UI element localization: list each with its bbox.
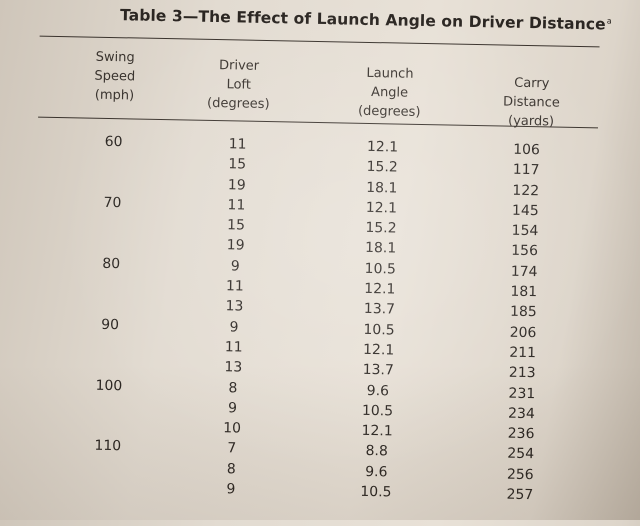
carry-distance-cell: 117 (512, 162, 540, 179)
header-line: Carry (514, 75, 550, 92)
header-line: (degrees) (206, 95, 270, 113)
driver-loft-cell: 8 (228, 379, 238, 397)
carry-distance-cell: 211 (509, 344, 537, 362)
carry-distance-cell: 257 (506, 486, 534, 504)
swing-speed-cell: 90 (101, 316, 120, 333)
driver-loft-cell: 11 (224, 339, 243, 356)
header-line: Distance (502, 94, 561, 111)
carry-distance-cell: 185 (509, 304, 537, 321)
table-body: 60 11 12.1 106 15 15.2 117 19 18.1 122 70 11 12.1 145… (0, 130, 638, 508)
swing-speed-cell: 60 (104, 133, 123, 151)
driver-loft-cell: 15 (228, 156, 247, 173)
launch-angle-cell: 9.6 (366, 382, 390, 399)
driver-loft-cell: 9 (230, 258, 240, 275)
carry-distance-cell: 254 (507, 446, 535, 463)
driver-loft-cell: 19 (226, 237, 245, 255)
launch-angle-cell: 8.8 (365, 443, 389, 460)
driver-loft-cell: 15 (226, 217, 246, 234)
driver-loft-cell: 10 (223, 420, 242, 437)
header-line: Angle (370, 84, 409, 101)
launch-angle-cell: 10.5 (363, 321, 395, 339)
carry-distance-cell: 206 (509, 324, 537, 341)
header-line: Driver (218, 58, 260, 74)
launch-angle-cell: 12.1 (361, 423, 393, 440)
carry-distance-cell: 181 (510, 283, 538, 301)
launch-angle-cell: 12.1 (366, 138, 399, 156)
carry-distance-cell: 256 (506, 466, 534, 483)
table-title-text: Table 3—The Effect of Launch Angle on Dr… (119, 6, 606, 34)
launch-angle-cell: 10.5 (361, 402, 394, 420)
launch-angle-cell: 15.2 (365, 220, 397, 237)
carry-distance-cell: 234 (507, 405, 535, 423)
header-line: (mph) (94, 87, 135, 104)
carry-distance-cell: 154 (511, 222, 539, 240)
header-carry-distance: Carry Distance (yards) (476, 73, 587, 132)
swing-speed-cell: 80 (102, 255, 121, 272)
launch-angle-cell: 15.2 (366, 159, 398, 176)
launch-angle-cell: 13.7 (362, 362, 395, 379)
title-footnote-marker: a (606, 16, 612, 26)
driver-loft-cell: 9 (226, 481, 236, 498)
carry-distance-cell: 122 (512, 182, 540, 199)
launch-angle-cell: 10.5 (360, 483, 392, 501)
carry-distance-cell: 145 (511, 202, 539, 220)
driver-loft-cell: 8 (226, 461, 236, 478)
driver-loft-cell: 9 (229, 318, 239, 336)
swing-speed-cell: 110 (94, 438, 122, 455)
launch-angle-cell: 18.1 (366, 179, 398, 197)
header-line: Launch (366, 65, 414, 82)
launch-angle-cell: 12.1 (362, 341, 395, 359)
launch-angle-cell: 13.7 (363, 301, 396, 318)
driver-loft-cell: 11 (228, 136, 247, 153)
swing-speed-cell: 70 (103, 194, 122, 212)
header-driver-loft: Driver Loft (degrees) (188, 55, 289, 114)
carry-distance-cell: 156 (511, 243, 539, 260)
driver-loft-cell: 13 (225, 298, 244, 315)
header-swing-speed: Swing Speed (mph) (64, 47, 165, 106)
carry-distance-cell: 236 (507, 425, 535, 443)
table-title: Table 3—The Effect of Launch Angle on Dr… (120, 6, 612, 33)
launch-angle-cell: 10.5 (364, 260, 396, 278)
launch-angle-cell: 12.1 (365, 199, 398, 217)
launch-angle-cell: 18.1 (364, 240, 397, 257)
table-top-rule (39, 35, 600, 48)
driver-loft-cell: 9 (227, 400, 238, 417)
launch-angle-cell: 9.6 (365, 463, 388, 481)
header-line: Speed (94, 68, 136, 85)
carry-distance-cell: 231 (508, 385, 536, 402)
launch-angle-cell: 12.1 (364, 280, 396, 298)
header-line: (degrees) (357, 103, 421, 120)
carry-distance-cell: 106 (513, 141, 541, 159)
driver-loft-cell: 11 (227, 197, 246, 214)
carry-distance-cell: 213 (508, 364, 536, 382)
header-line: (yards) (507, 113, 555, 130)
driver-loft-cell: 11 (225, 278, 244, 295)
driver-loft-cell: 19 (227, 176, 246, 194)
carry-distance-cell: 174 (510, 263, 538, 281)
swing-speed-cell: 100 (95, 377, 123, 394)
header-launch-angle: Launch Angle (degrees) (334, 63, 445, 122)
header-line: Loft (226, 77, 252, 93)
driver-loft-cell: 7 (227, 440, 237, 457)
driver-loft-cell: 13 (224, 359, 243, 376)
header-line: Swing (95, 49, 135, 66)
